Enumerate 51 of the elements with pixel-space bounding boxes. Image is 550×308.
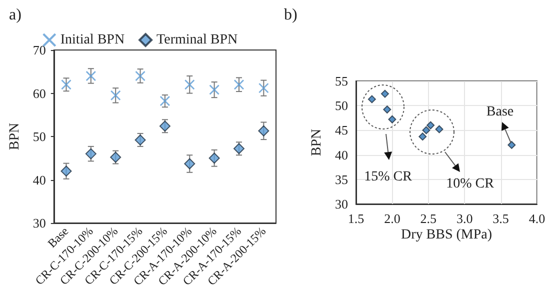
point	[426, 121, 435, 130]
x-tick-label: 2.0	[384, 211, 400, 226]
annotation: 15% CR	[364, 170, 413, 184]
x-tick-label: 3.0	[456, 211, 473, 226]
y-tick-label: 30	[32, 216, 46, 230]
point	[388, 115, 396, 124]
point	[135, 70, 146, 82]
y-tick-label: 70	[32, 42, 46, 58]
x-tick-label: 2.5	[420, 211, 437, 226]
y-tick-label: 30	[335, 196, 348, 212]
point	[60, 166, 72, 177]
y-axis-title: BPN	[8, 122, 22, 150]
y-tick-label: 60	[32, 86, 46, 101]
chart-title: b)	[284, 6, 298, 24]
point	[422, 126, 430, 134]
point	[86, 70, 96, 82]
point	[258, 125, 270, 136]
point	[383, 106, 392, 114]
point	[258, 82, 269, 94]
y-tick-label: 50	[335, 98, 348, 114]
point	[435, 125, 444, 134]
legend-label: Terminal BPN	[156, 32, 238, 48]
y-tick-label: 35	[335, 172, 348, 187]
point	[508, 140, 516, 149]
x-tick-label: 3.5	[492, 211, 509, 226]
legend-label: Initial BPN	[60, 32, 125, 48]
point	[380, 90, 389, 98]
y-tick-label: 40	[335, 147, 348, 162]
point	[110, 90, 121, 101]
x-tick-label: 4.0	[528, 211, 546, 226]
annotation: Base	[486, 104, 514, 120]
point	[184, 79, 195, 90]
y-tick-label: 45	[335, 122, 348, 138]
x-axis-title: Dry BBS (MPa)	[400, 228, 492, 242]
point	[418, 132, 427, 141]
point	[61, 79, 72, 90]
point	[134, 134, 146, 146]
point	[209, 84, 220, 95]
y-tick-label: 50	[32, 129, 46, 144]
point	[208, 152, 220, 164]
point	[184, 158, 196, 170]
y-tick-label: 40	[32, 172, 46, 188]
point	[368, 95, 376, 104]
annotation: 10% CR	[446, 176, 495, 192]
y-axis-title: BPN	[310, 128, 325, 156]
y-tick-label: 55	[335, 74, 348, 88]
chart-title: a)	[9, 6, 22, 24]
point	[234, 79, 244, 90]
point	[233, 143, 244, 154]
x-tick-label: 1.5	[348, 211, 364, 226]
point	[85, 148, 96, 160]
